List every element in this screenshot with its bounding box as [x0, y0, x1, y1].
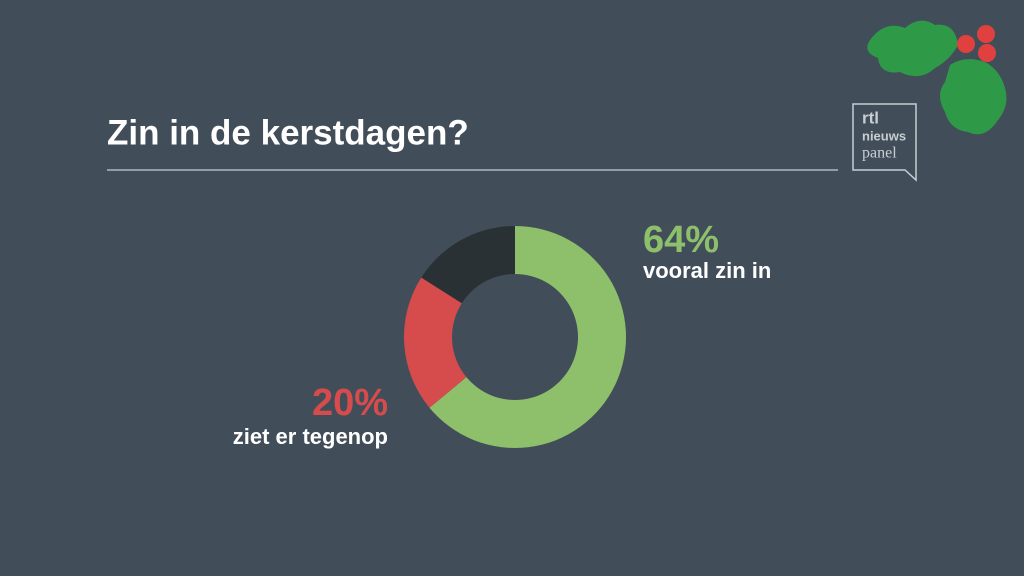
- value-label: 64%: [643, 219, 719, 261]
- holly-berry: [977, 25, 995, 43]
- logo: rtl nieuws panel: [852, 103, 917, 182]
- holly-berry: [957, 35, 975, 53]
- donut-segment: [421, 226, 515, 304]
- category-label: ziet er tegenop: [233, 424, 388, 449]
- holly-leaf: [867, 20, 958, 77]
- category-label: vooral zin in: [643, 258, 771, 283]
- logo-line: nieuws: [862, 128, 906, 143]
- chart-title: Zin in de kerstdagen?: [107, 113, 469, 152]
- holly-berry: [978, 44, 996, 62]
- donut-segment: [403, 277, 467, 408]
- logo-frame: [852, 103, 917, 182]
- holly: [867, 20, 1007, 135]
- logo-line: rtl: [862, 108, 879, 127]
- value-label: 20%: [312, 382, 388, 424]
- logo-line: panel: [862, 145, 897, 162]
- holly-leaf: [940, 59, 1007, 135]
- donut-segment: [429, 226, 626, 448]
